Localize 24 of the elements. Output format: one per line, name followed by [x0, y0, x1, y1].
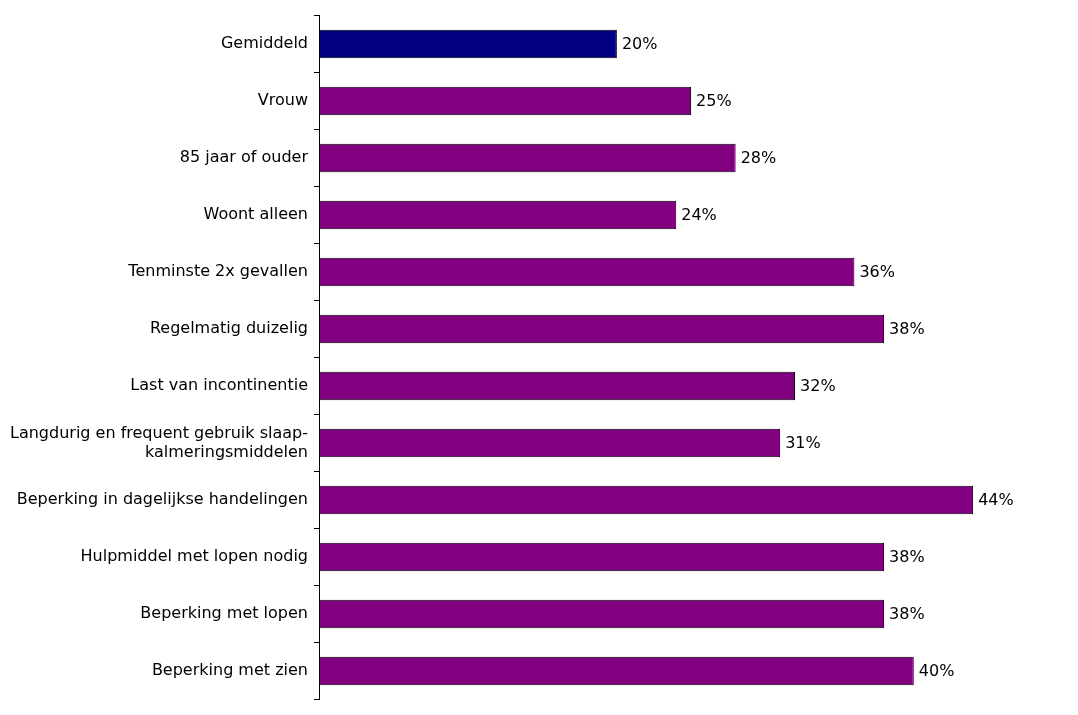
data-label: 38%	[889, 547, 925, 567]
data-label: 28%	[740, 148, 777, 168]
y-tick-label: Last van incontinentie	[130, 375, 308, 395]
data-label: 38%	[889, 319, 925, 339]
y-tick-label: Beperking met lopen	[140, 603, 308, 623]
data-label: 20%	[621, 34, 658, 54]
data-label: 38%	[889, 604, 925, 624]
y-tick-label: Beperking in dagelijkse handelingen	[16, 489, 308, 509]
y-tick-label: Woont alleen	[203, 204, 308, 224]
data-label: 32%	[800, 376, 836, 396]
y-tick-label: 85 jaar of ouder	[179, 147, 309, 167]
y-tick-label: Vrouw	[257, 90, 308, 110]
y-tick-label: Gemiddeld	[220, 33, 308, 53]
y-tick-label: Tenminste 2x gevallen	[127, 261, 308, 281]
y-tick-label: Hulpmiddel met lopen nodig	[80, 546, 308, 566]
data-label: 25%	[696, 91, 732, 111]
data-label: 40%	[918, 661, 955, 681]
data-label: 31%	[785, 433, 821, 453]
y-tick-label: Langdurig en frequent gebruik slaap- kalmeringsmiddelen	[10, 422, 308, 461]
data-label: 44%	[978, 490, 1014, 510]
data-label: 36%	[859, 262, 895, 282]
y-tick-label: Regelmatig duizelig	[149, 318, 308, 338]
y-tick-label: Beperking met zien	[151, 660, 308, 680]
data-label: 24%	[681, 205, 717, 225]
